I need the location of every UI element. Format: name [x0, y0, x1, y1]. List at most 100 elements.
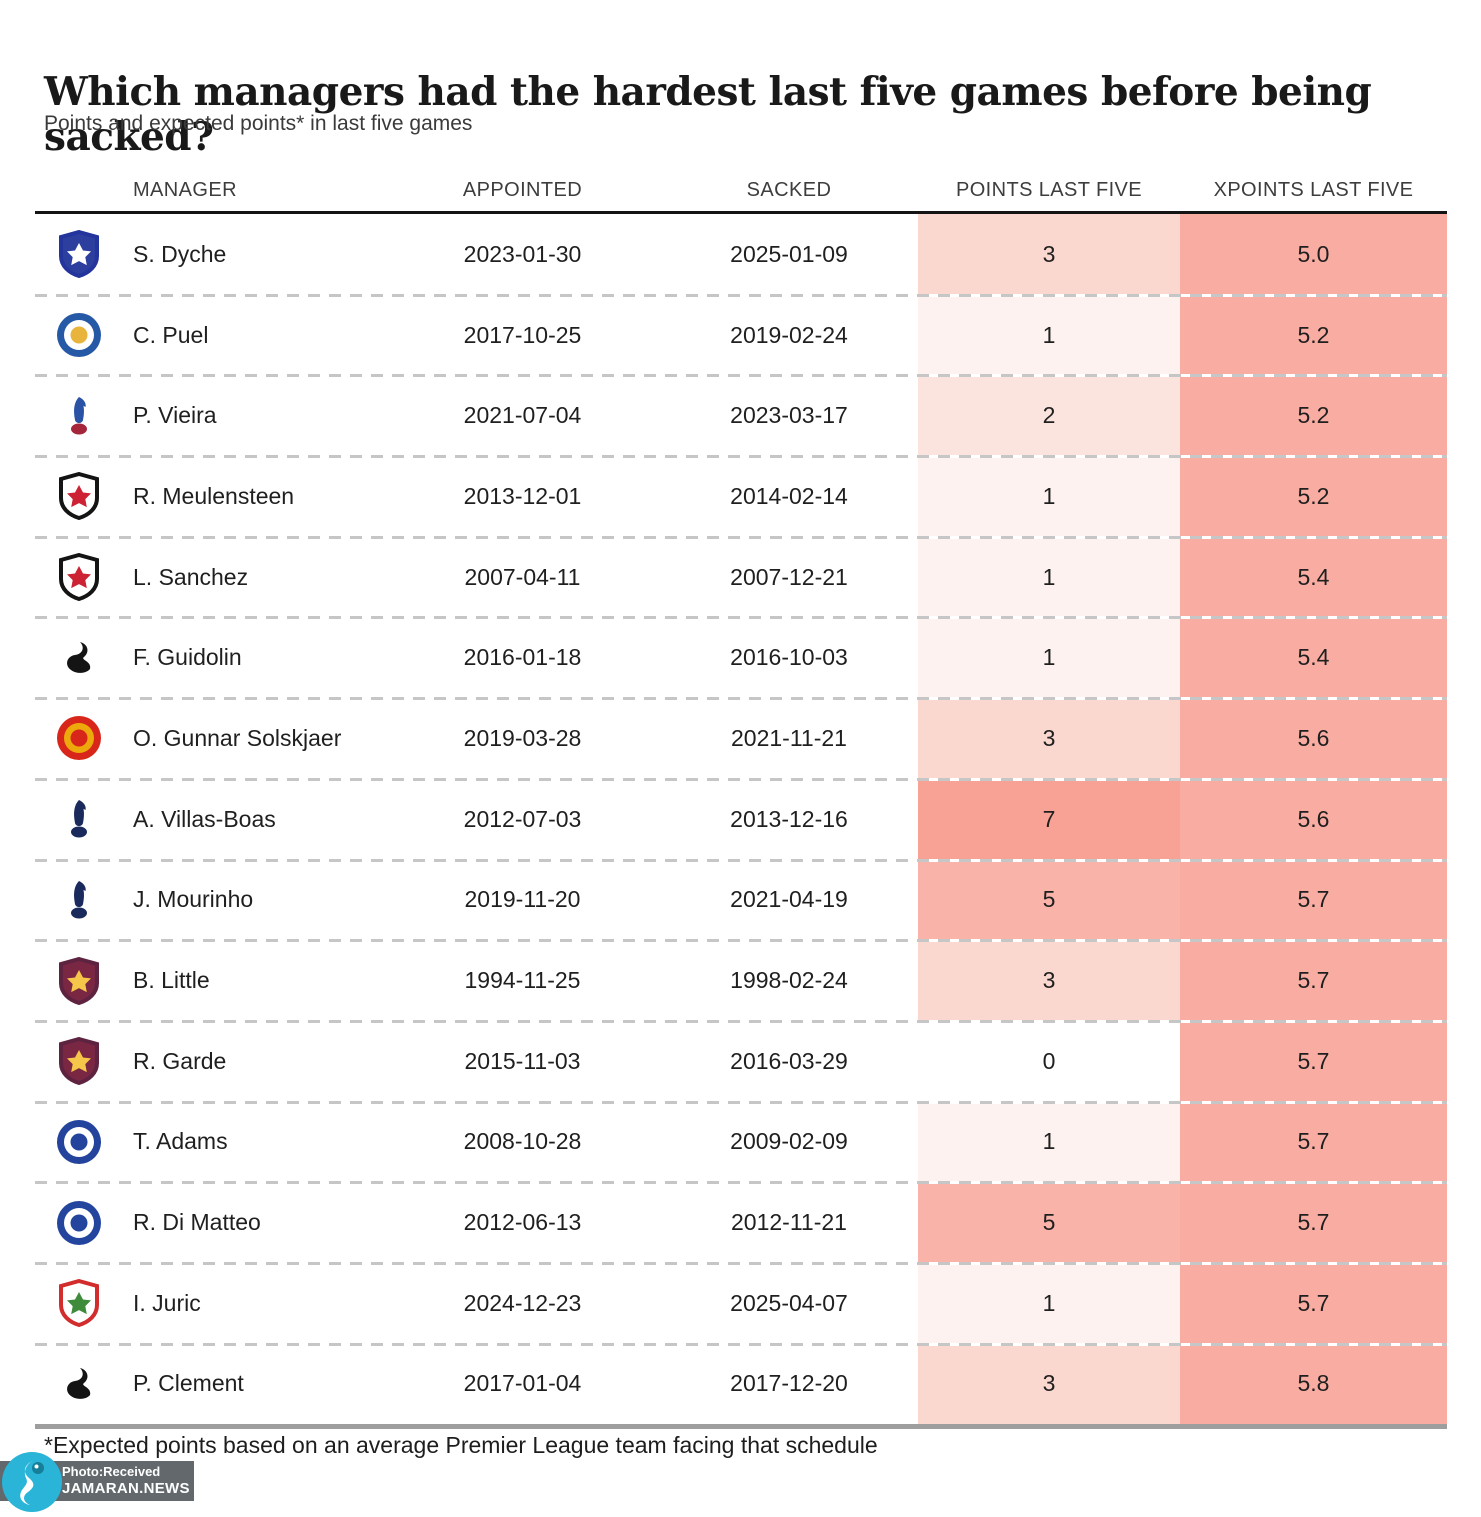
table-row: O. Gunnar Solskjaer 2019-03-28 2021-11-2… — [35, 697, 1447, 779]
club-crest-icon-aston-villa — [35, 940, 123, 1021]
sacked-date: 2013-12-16 — [730, 805, 848, 832]
table-row: I. Juric 2024-12-23 2025-04-07 1 5.7 — [35, 1261, 1447, 1344]
club-crest-icon-crystal-palace — [35, 375, 123, 456]
manager-name: A. Villas-Boas — [133, 805, 276, 832]
club-crest-icon-man-utd — [35, 698, 123, 779]
points-last-five-value: 2 — [918, 375, 1180, 457]
table-row: A. Villas-Boas 2012-07-03 2013-12-16 7 5… — [35, 777, 1447, 860]
table-row: L. Sanchez 2007-04-11 2007-12-21 1 5.4 — [35, 535, 1447, 618]
xpoints-last-five-value: 5.6 — [1180, 778, 1447, 860]
appointed-date: 2017-01-04 — [463, 1370, 582, 1397]
jamaran-logo-icon — [2, 1452, 62, 1517]
points-last-five-value: 7 — [918, 778, 1180, 860]
sacked-date: 2021-11-21 — [731, 724, 847, 751]
points-last-five-value: 3 — [918, 940, 1180, 1021]
appointed-date: 2007-04-11 — [464, 563, 581, 590]
table-row: P. Vieira 2021-07-04 2023-03-17 2 5.2 — [35, 374, 1447, 457]
appointed-date: 2012-06-13 — [463, 1209, 582, 1236]
club-crest-icon-fulham — [35, 537, 123, 618]
manager-name: J. Mourinho — [133, 886, 254, 913]
page-subtitle: Points and expected points* in last five… — [44, 112, 473, 135]
manager-name: R. Meulensteen — [133, 482, 295, 509]
points-last-five-value: 3 — [918, 1343, 1180, 1425]
sacked-date: 2025-01-09 — [730, 240, 848, 267]
sacked-date: 2019-02-24 — [730, 321, 848, 348]
appointed-date: 2023-01-30 — [463, 240, 582, 267]
table-row: J. Mourinho 2019-11-20 2021-04-19 5 5.7 — [35, 858, 1447, 941]
appointed-date: 2021-07-04 — [463, 402, 582, 429]
watermark-site-name: JAMARAN.NEWS — [62, 1480, 190, 1498]
club-crest-icon-swansea — [35, 1344, 123, 1425]
sacked-date: 2016-03-29 — [730, 1047, 848, 1074]
sacked-date: 2014-02-14 — [730, 482, 848, 509]
sacked-date: 2016-10-03 — [730, 644, 848, 671]
manager-name: I. Juric — [133, 1289, 201, 1316]
points-last-five-value: 1 — [918, 456, 1180, 537]
xpoints-last-five-value: 5.0 — [1180, 214, 1447, 295]
appointed-date: 2012-07-03 — [463, 805, 582, 832]
appointed-date: 2019-03-28 — [463, 724, 582, 751]
table-row: F. Guidolin 2016-01-18 2016-10-03 1 5.4 — [35, 616, 1447, 699]
manager-name: L. Sanchez — [133, 563, 249, 590]
club-crest-icon-leicester — [35, 295, 123, 376]
footnote: *Expected points based on an average Pre… — [44, 1432, 878, 1458]
table-row: R. Meulensteen 2013-12-01 2014-02-14 1 5… — [35, 455, 1447, 537]
xpoints-last-five-value: 5.4 — [1180, 536, 1447, 618]
manager-name: F. Guidolin — [133, 644, 242, 671]
manager-name: R. Garde — [133, 1047, 227, 1074]
appointed-date: 2008-10-28 — [463, 1128, 582, 1155]
sacked-date: 2017-12-20 — [730, 1370, 848, 1397]
manager-name: R. Di Matteo — [133, 1209, 261, 1236]
club-crest-icon-chelsea — [35, 1182, 123, 1263]
appointed-date: 2013-12-01 — [463, 482, 582, 509]
table-body: S. Dyche 2023-01-30 2025-01-09 3 5.0 C. … — [35, 214, 1447, 1430]
appointed-date: 2024-12-23 — [463, 1289, 582, 1316]
points-last-five-value: 1 — [918, 617, 1180, 699]
club-crest-icon-aston-villa — [35, 1021, 123, 1102]
table-row: R. Garde 2015-11-03 2016-03-29 0 5.7 — [35, 1019, 1447, 1102]
watermark-photo-credit: Photo:Received — [62, 1464, 161, 1479]
sacked-date: 1998-02-24 — [730, 967, 848, 994]
points-last-five-value: 5 — [918, 1182, 1180, 1263]
column-header-points-last-five: POINTS LAST FIVE — [955, 179, 1143, 201]
xpoints-last-five-value: 5.2 — [1180, 294, 1447, 376]
manager-name: S. Dyche — [133, 240, 227, 267]
club-crest-icon-everton — [35, 214, 123, 295]
column-header-sacked: SACKED — [746, 179, 832, 201]
xpoints-last-five-value: 5.6 — [1180, 698, 1447, 779]
points-last-five-value: 3 — [918, 214, 1180, 295]
appointed-date: 2015-11-03 — [464, 1047, 581, 1074]
xpoints-last-five-value: 5.4 — [1180, 617, 1447, 699]
points-last-five-value: 5 — [918, 859, 1180, 941]
club-crest-icon-southampton — [35, 1263, 123, 1344]
sacked-date: 2023-03-17 — [730, 402, 848, 429]
xpoints-last-five-value: 5.8 — [1180, 1343, 1447, 1425]
sacked-date: 2025-04-07 — [730, 1289, 848, 1316]
managers-table: MANAGER APPOINTED SACKED POINTS LAST FIV… — [35, 158, 1447, 1430]
table-header-row: MANAGER APPOINTED SACKED POINTS LAST FIV… — [35, 158, 1447, 214]
points-last-five-value: 1 — [918, 536, 1180, 618]
points-last-five-value: 3 — [918, 698, 1180, 779]
points-last-five-value: 1 — [918, 294, 1180, 376]
xpoints-last-five-value: 5.2 — [1180, 375, 1447, 457]
sacked-date: 2021-04-19 — [730, 886, 848, 913]
table-row: T. Adams 2008-10-28 2009-02-09 1 5.7 — [35, 1100, 1447, 1183]
xpoints-last-five-value: 5.7 — [1180, 940, 1447, 1021]
table-row: R. Di Matteo 2012-06-13 2012-11-21 5 5.7 — [35, 1181, 1447, 1263]
club-crest-icon-tottenham — [35, 860, 123, 941]
appointed-date: 2019-11-20 — [464, 886, 581, 913]
xpoints-last-five-value: 5.7 — [1180, 1182, 1447, 1263]
xpoints-last-five-value: 5.7 — [1180, 1101, 1447, 1183]
club-crest-icon-portsmouth — [35, 1102, 123, 1183]
table-row: C. Puel 2017-10-25 2019-02-24 1 5.2 — [35, 293, 1447, 376]
club-crest-icon-fulham — [35, 456, 123, 537]
appointed-date: 2017-10-25 — [463, 321, 582, 348]
xpoints-last-five-value: 5.7 — [1180, 859, 1447, 941]
table-row: P. Clement 2017-01-04 2017-12-20 3 5.8 — [35, 1342, 1447, 1425]
club-crest-icon-tottenham — [35, 779, 123, 860]
xpoints-last-five-value: 5.7 — [1180, 1020, 1447, 1102]
page-title: Which managers had the hardest last five… — [44, 69, 1372, 160]
xpoints-last-five-value: 5.7 — [1180, 1262, 1447, 1344]
column-header-xpoints-last-five: XPOINTS LAST FIVE — [1213, 179, 1414, 201]
points-last-five-value: 1 — [918, 1101, 1180, 1183]
